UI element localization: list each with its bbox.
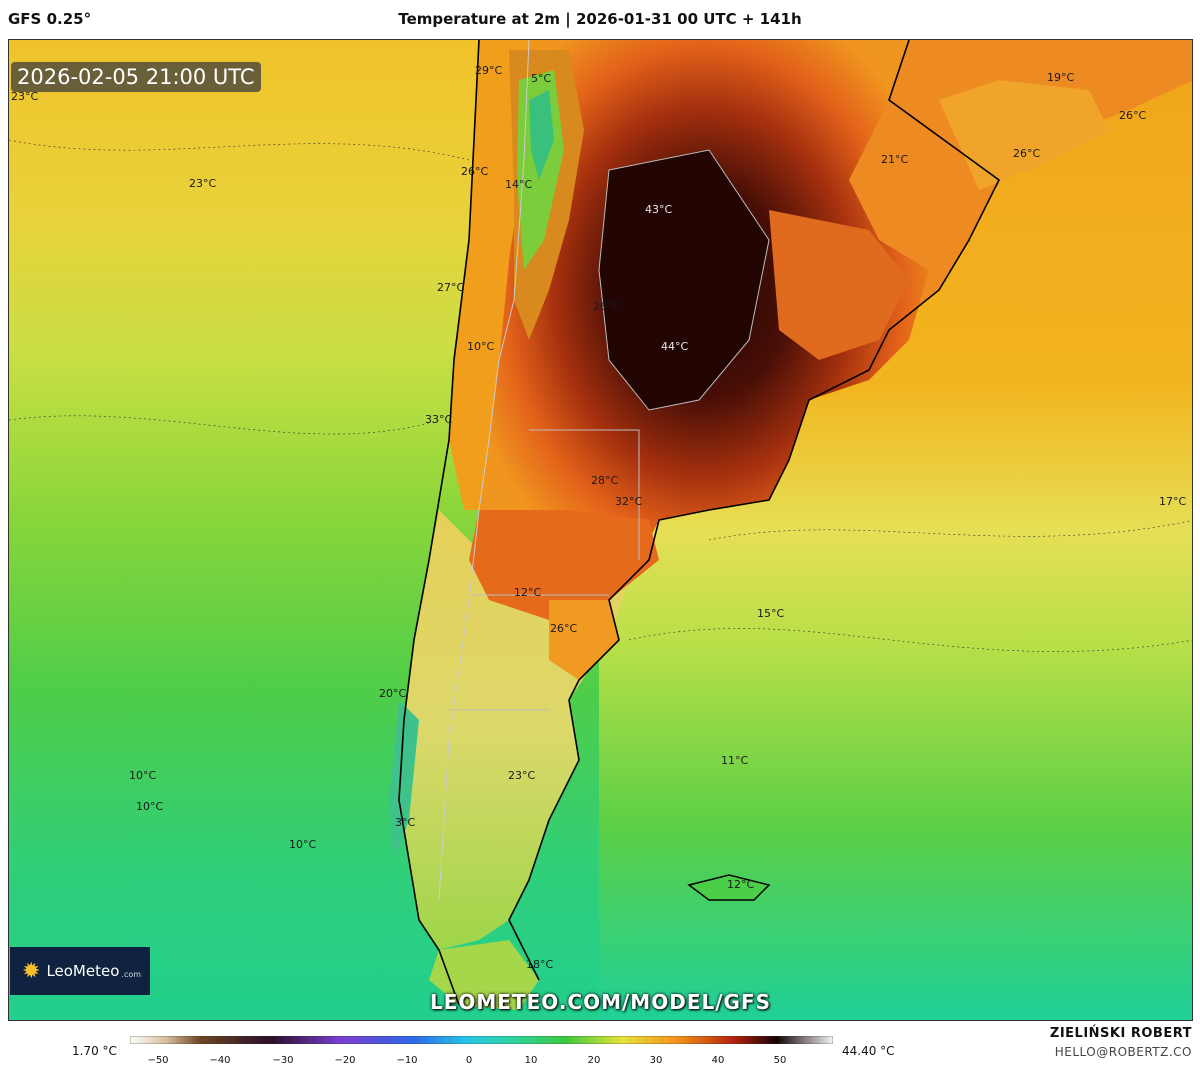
author-name: ZIELIŃSKI ROBERT: [1049, 1026, 1192, 1041]
temp-label: 17°C: [1159, 495, 1187, 508]
author-email[interactable]: HELLO@ROBERTZ.CO: [1054, 1045, 1192, 1059]
temp-label: 10°C: [289, 838, 317, 851]
temp-label: 43°C: [645, 203, 673, 216]
temp-label: 10°C: [136, 800, 164, 813]
colorbar-tick: 30: [649, 1055, 663, 1066]
temp-label: 15°C: [757, 607, 785, 620]
temp-label: 26°C: [461, 165, 489, 178]
colorbar-tick: −20: [334, 1055, 356, 1066]
temp-label: 10°C: [129, 769, 157, 782]
colorbar-min-label: 1.70 °C: [72, 1044, 117, 1058]
temp-label: 29°C: [475, 64, 503, 77]
temp-label: 12°C: [514, 586, 542, 599]
temp-label: 19°C: [1047, 71, 1075, 84]
colorbar-tick: −10: [396, 1055, 418, 1066]
temp-label: 5°C: [531, 72, 552, 85]
temp-label: 18°C: [526, 958, 554, 971]
colorbar-tick: 10: [524, 1055, 538, 1066]
colorbar-tick: −40: [209, 1055, 231, 1066]
temperature-map[interactable]: 2026-02-05 21:00 UTC 23°C 29°C 5°C 23°C …: [8, 39, 1193, 1021]
temp-label: 28°C: [591, 474, 619, 487]
map-field: [9, 40, 1192, 1020]
sun-icon: ✹: [22, 958, 41, 984]
chart-title: Temperature at 2m | 2026-01-31 00 UTC + …: [398, 10, 802, 28]
temp-label: 23°C: [11, 90, 39, 103]
model-name: GFS 0.25°: [8, 10, 92, 28]
leometeo-logo[interactable]: ✹ LeoMeteo .com: [10, 947, 150, 995]
temp-label: 12°C: [727, 878, 755, 891]
temp-label: 14°C: [505, 178, 533, 191]
temp-label: 27°C: [437, 281, 465, 294]
temp-label: 33°C: [425, 413, 453, 426]
temp-label: 26°C: [1013, 147, 1041, 160]
logo-suffix: .com: [121, 969, 142, 979]
temp-label: 32°C: [615, 495, 643, 508]
colorbar: [130, 1036, 833, 1044]
colorbar-tick: −50: [147, 1055, 169, 1066]
watermark-url[interactable]: LEOMETEO.COM/MODEL/GFS: [429, 990, 772, 1014]
temp-label: 11°C: [721, 754, 749, 767]
temp-label: 10°C: [467, 340, 495, 353]
colorbar-max-label: 44.40 °C: [842, 1044, 895, 1058]
temp-label: 23°C: [189, 177, 217, 190]
temp-label: 21°C: [881, 153, 909, 166]
temp-label: 44°C: [661, 340, 689, 353]
colorbar-tick: 50: [773, 1055, 787, 1066]
temp-label: 3°C: [395, 816, 416, 829]
colorbar-tick: −30: [272, 1055, 294, 1066]
temp-label: 23°C: [508, 769, 536, 782]
temp-label: 26°C: [593, 300, 621, 313]
temp-label: 26°C: [1119, 109, 1147, 122]
valid-time-badge: 2026-02-05 21:00 UTC: [11, 62, 261, 92]
colorbar-tick: 0: [465, 1055, 473, 1066]
logo-text: LeoMeteo: [46, 962, 120, 980]
temp-label: 20°C: [379, 687, 407, 700]
temp-label: 26°C: [550, 622, 578, 635]
colorbar-tick: 20: [587, 1055, 601, 1066]
colorbar-tick: 40: [711, 1055, 725, 1066]
